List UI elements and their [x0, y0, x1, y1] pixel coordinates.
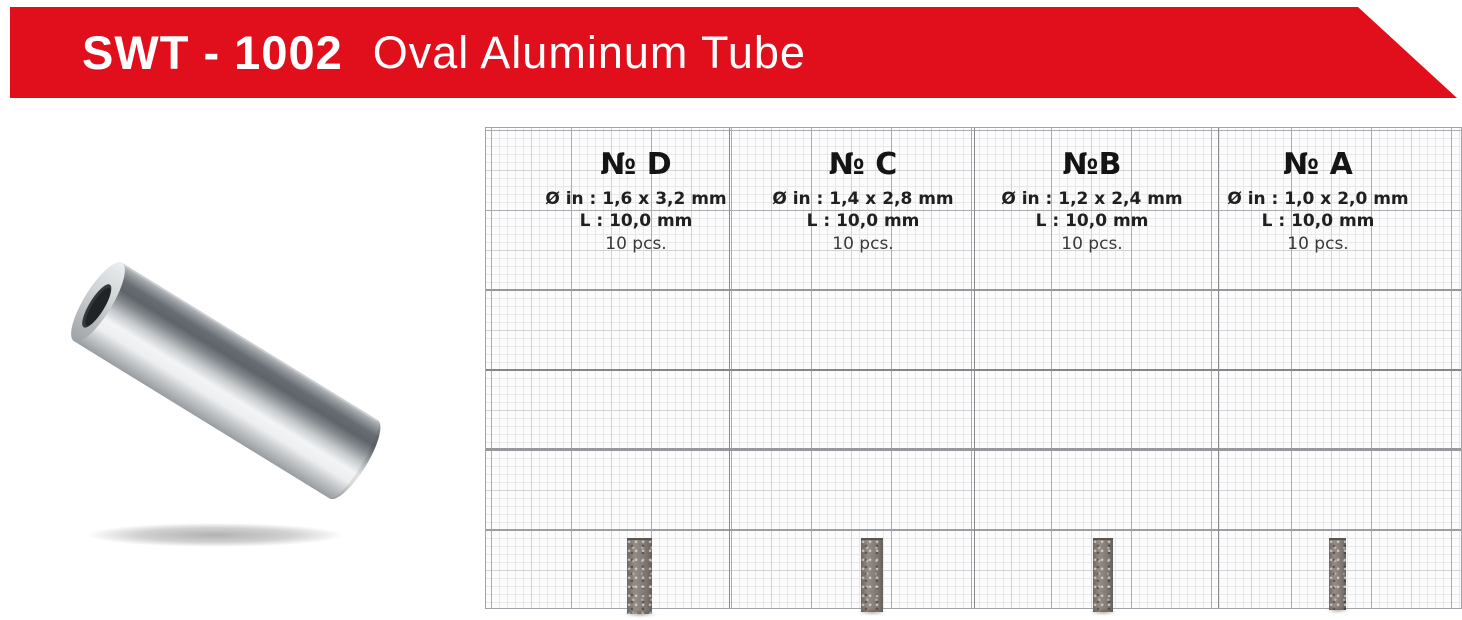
- column-number: №B: [1062, 147, 1122, 182]
- product-photo: [43, 262, 387, 551]
- tube-thumbnail-b: [1093, 538, 1113, 612]
- column-length: L : 10,0 mm: [1035, 211, 1149, 231]
- tube-thumbnail-a: [1329, 538, 1346, 610]
- spec-column-b: №B Ø in : 1,2 x 2,4 mm L : 10,0 mm 10 pc…: [1001, 148, 1182, 255]
- column-quantity: 10 pcs.: [605, 234, 667, 254]
- spec-column-c: № C Ø in : 1,4 x 2,8 mm L : 10,0 mm 10 p…: [772, 148, 953, 255]
- column-quantity: 10 pcs.: [1287, 234, 1349, 254]
- column-diameter: Ø in : 1,4 x 2,8 mm: [772, 189, 954, 209]
- column-quantity: 10 pcs.: [832, 234, 894, 254]
- column-divider: [729, 128, 730, 608]
- column-number: № C: [828, 147, 898, 182]
- row-divider: [486, 529, 1461, 531]
- column-diameter: Ø in : 1,6 x 3,2 mm: [545, 189, 727, 209]
- column-length: L : 10,0 mm: [1261, 211, 1375, 231]
- tube-thumbnail-c: [861, 538, 883, 612]
- row-divider: [486, 369, 1461, 371]
- spec-column-d: № D Ø in : 1,6 x 3,2 mm L : 10,0 mm 10 p…: [545, 148, 726, 255]
- column-length: L : 10,0 mm: [806, 211, 920, 231]
- column-diameter: Ø in : 1,2 x 2,4 mm: [1001, 189, 1183, 209]
- product-code: SWT - 1002: [82, 26, 343, 79]
- spec-grid: № D Ø in : 1,6 x 3,2 mm L : 10,0 mm 10 p…: [485, 127, 1462, 609]
- spec-column-a: № A Ø in : 1,0 x 2,0 mm L : 10,0 mm 10 p…: [1227, 148, 1408, 255]
- column-divider: [974, 128, 975, 608]
- title-banner: SWT - 1002 Oval Aluminum Tube: [10, 7, 1457, 98]
- page-title: Oval Aluminum Tube: [372, 26, 806, 78]
- column-divider: [1218, 128, 1219, 608]
- product-shadow: [43, 519, 387, 551]
- tube-thumbnail-d: [627, 538, 652, 614]
- column-diameter: Ø in : 1,0 x 2,0 mm: [1227, 189, 1409, 209]
- row-divider: [486, 448, 1461, 451]
- column-quantity: 10 pcs.: [1061, 234, 1123, 254]
- column-number: № D: [600, 147, 672, 182]
- column-length: L : 10,0 mm: [579, 211, 693, 231]
- row-divider: [486, 289, 1461, 291]
- column-number: № A: [1283, 147, 1353, 182]
